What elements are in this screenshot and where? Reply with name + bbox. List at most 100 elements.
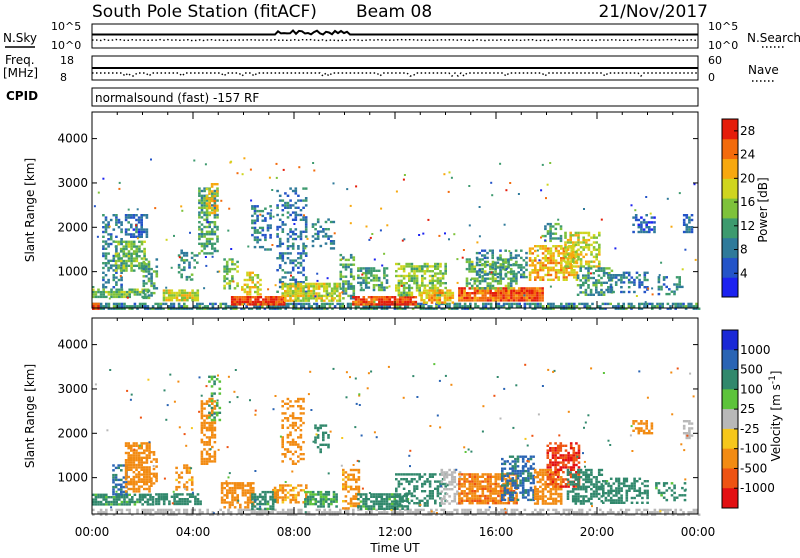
velocity-cell: [267, 503, 270, 505]
power-cell: [618, 274, 621, 276]
velocity-cell: [100, 509, 103, 511]
velocity-cell: [641, 511, 644, 513]
power-cell: [297, 207, 300, 209]
power-cell: [466, 258, 469, 260]
power-cell: [340, 288, 343, 290]
power-cell: [276, 245, 279, 247]
power-cell: [267, 301, 270, 303]
velocity-cell: [555, 509, 558, 511]
power-cell: [313, 283, 316, 285]
power-colorbar-tick-label: 16: [740, 195, 755, 209]
velocity-cell: [133, 445, 136, 447]
velocity-cell: [322, 424, 325, 426]
velocity-cell: [201, 455, 204, 457]
velocity-cell: [578, 511, 581, 513]
velocity-cell: [381, 511, 384, 513]
velocity-cell: [208, 400, 211, 402]
power-cell: [170, 303, 173, 305]
velocity-cell: [199, 500, 202, 502]
power-cell: [603, 282, 606, 284]
power-cell: [276, 207, 279, 209]
velocity-cell: [247, 506, 250, 508]
power-cell: [303, 303, 306, 305]
velocity-cell: [127, 457, 130, 459]
power-cell: [510, 294, 513, 296]
velocity-cell: [118, 498, 121, 500]
power-cell: [312, 226, 315, 228]
velocity-cell: [201, 405, 204, 407]
velocity-cell: [135, 483, 138, 485]
power-cell: [201, 303, 204, 305]
power-cell: [602, 303, 605, 305]
y-tick-label: 1000: [57, 265, 88, 279]
power-cell: [383, 270, 386, 272]
power-cell: [222, 303, 225, 305]
power-cell: [145, 258, 148, 260]
power-cell: [280, 301, 283, 303]
power-point: [651, 287, 653, 289]
power-point: [189, 232, 191, 234]
power-cell: [246, 293, 249, 295]
power-cell: [208, 238, 211, 240]
velocity-cell: [264, 508, 267, 510]
velocity-cell: [117, 488, 120, 490]
power-cell: [433, 294, 436, 296]
velocity-cell: [201, 460, 204, 462]
power-cell: [234, 296, 237, 298]
power-cell: [246, 291, 249, 293]
power-cell: [389, 296, 392, 298]
velocity-cell: [175, 488, 178, 490]
power-cell: [145, 297, 148, 299]
power-cell: [256, 215, 259, 217]
power-cell: [481, 287, 484, 289]
velocity-cell: [186, 509, 189, 511]
power-cell: [487, 287, 490, 289]
velocity-cell: [289, 494, 292, 496]
power-cell: [305, 279, 308, 281]
power-cell: [502, 292, 505, 294]
power-point: [679, 192, 681, 194]
power-cell: [560, 225, 563, 227]
power-cell: [342, 283, 345, 285]
power-cell: [557, 279, 560, 281]
power-cell: [115, 216, 118, 218]
power-cell: [505, 290, 508, 292]
power-cell: [484, 278, 487, 280]
power-cell: [517, 254, 520, 256]
power-cell: [270, 298, 273, 300]
power-cell: [105, 264, 108, 266]
power-cell: [489, 287, 492, 289]
power-cell: [663, 276, 666, 278]
velocity-cell: [289, 400, 292, 402]
power-cell: [600, 277, 603, 279]
power-cell: [186, 252, 189, 254]
velocity-cell: [115, 474, 118, 476]
velocity-cell: [300, 458, 303, 460]
velocity-cell: [289, 499, 292, 501]
power-cell: [168, 294, 171, 296]
power-cell: [518, 290, 521, 292]
power-cell: [139, 305, 142, 307]
velocity-cell: [203, 443, 206, 445]
power-cell: [499, 257, 502, 259]
power-cell: [463, 287, 466, 289]
power-cell: [507, 263, 510, 265]
velocity-cell: [158, 503, 161, 505]
power-cell: [466, 278, 469, 280]
power-cell: [365, 298, 368, 300]
power-cell: [489, 299, 492, 301]
power-cell: [463, 297, 466, 299]
power-cell: [430, 305, 433, 307]
velocity-cell: [391, 496, 394, 498]
power-cell: [300, 295, 303, 297]
velocity-cell: [290, 511, 293, 513]
power-cell: [123, 265, 126, 267]
power-point: [190, 279, 192, 281]
power-cell: [676, 286, 679, 288]
power-cell: [331, 295, 334, 297]
power-cell: [320, 226, 323, 228]
power-cell: [552, 255, 555, 257]
power-cell: [131, 291, 134, 293]
velocity-cell: [247, 492, 250, 494]
velocity-cell: [176, 503, 179, 505]
